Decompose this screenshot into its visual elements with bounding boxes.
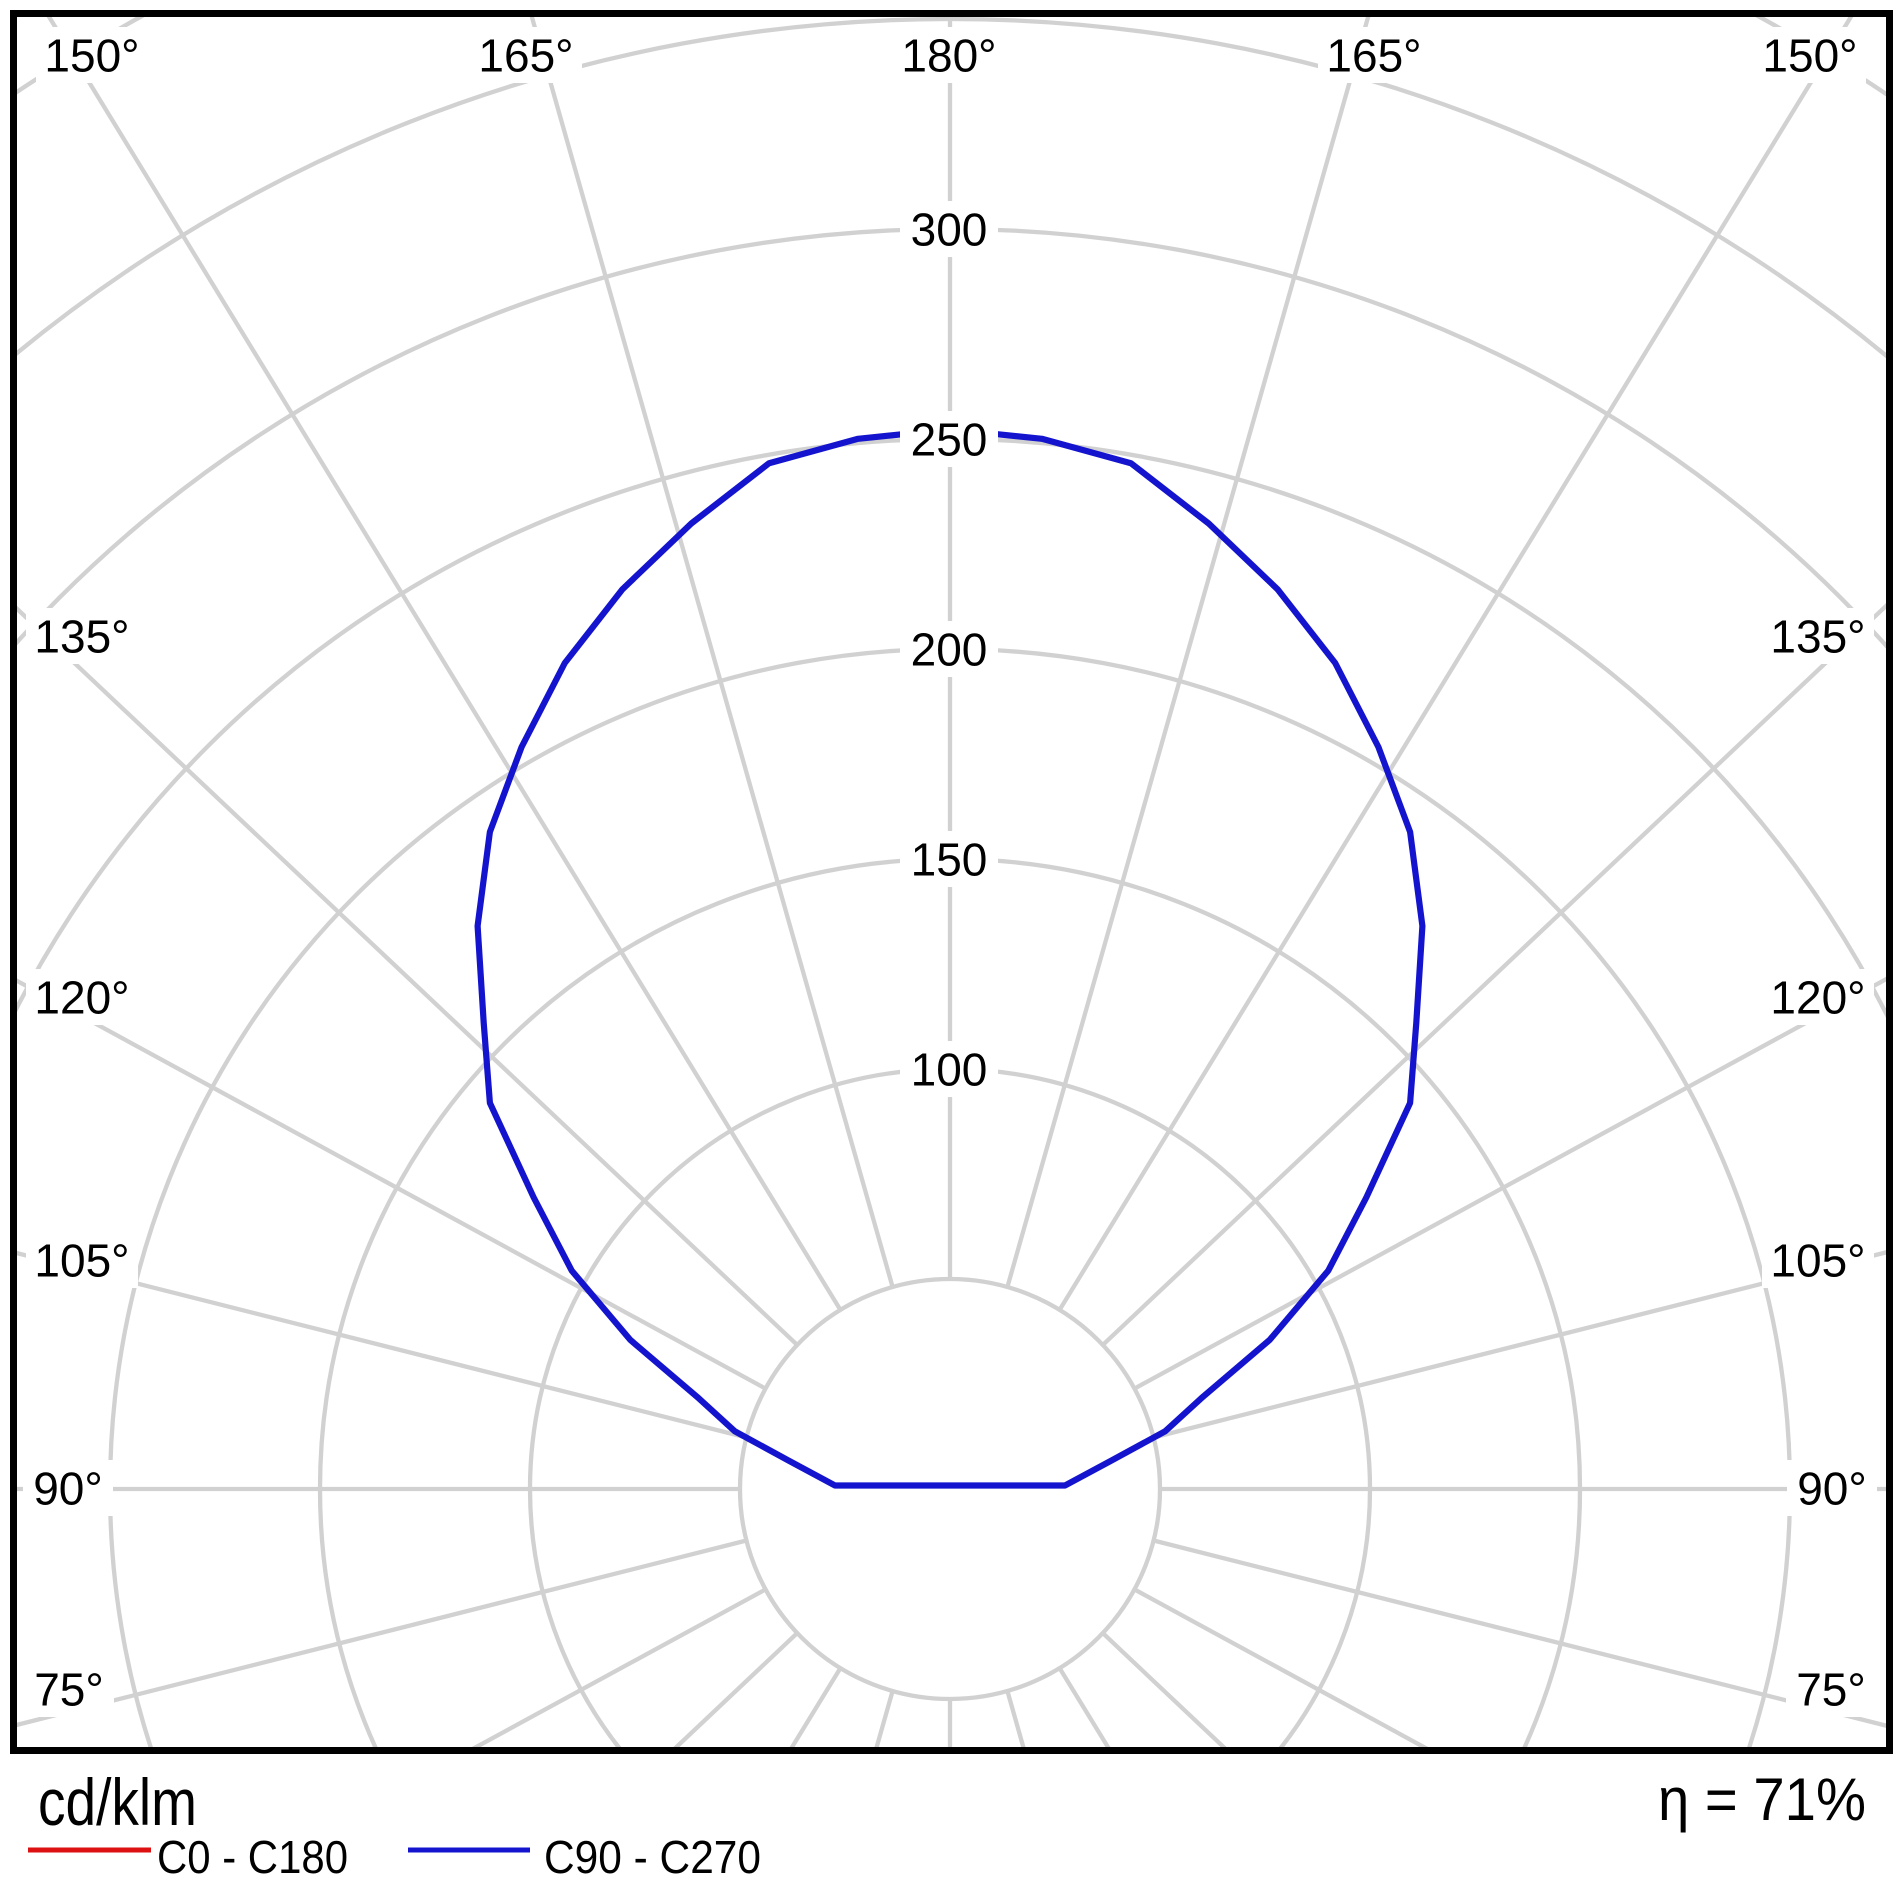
svg-text:300: 300 — [911, 204, 988, 256]
svg-text:C0 - C180: C0 - C180 — [157, 1831, 348, 1883]
svg-text:120°: 120° — [34, 972, 129, 1024]
svg-text:105°: 105° — [34, 1235, 129, 1287]
svg-text:C90 - C270: C90 - C270 — [544, 1831, 761, 1883]
svg-text:150: 150 — [911, 834, 988, 886]
svg-text:150°: 150° — [1762, 30, 1857, 82]
svg-text:η = 71%: η = 71% — [1658, 1766, 1866, 1833]
svg-text:200: 200 — [911, 624, 988, 676]
svg-text:150°: 150° — [44, 30, 139, 82]
svg-text:75°: 75° — [1796, 1664, 1866, 1716]
svg-text:180°: 180° — [901, 30, 996, 82]
svg-text:75°: 75° — [34, 1664, 104, 1716]
svg-text:120°: 120° — [1770, 972, 1865, 1024]
svg-text:135°: 135° — [1770, 611, 1865, 663]
svg-text:90°: 90° — [1797, 1463, 1867, 1515]
svg-text:105°: 105° — [1770, 1235, 1865, 1287]
svg-text:100: 100 — [911, 1044, 988, 1096]
svg-text:165°: 165° — [478, 30, 573, 82]
svg-text:cd/klm: cd/klm — [38, 1765, 197, 1839]
svg-text:135°: 135° — [34, 611, 129, 663]
svg-text:165°: 165° — [1326, 30, 1421, 82]
svg-text:90°: 90° — [33, 1463, 103, 1515]
svg-text:250: 250 — [911, 414, 988, 466]
